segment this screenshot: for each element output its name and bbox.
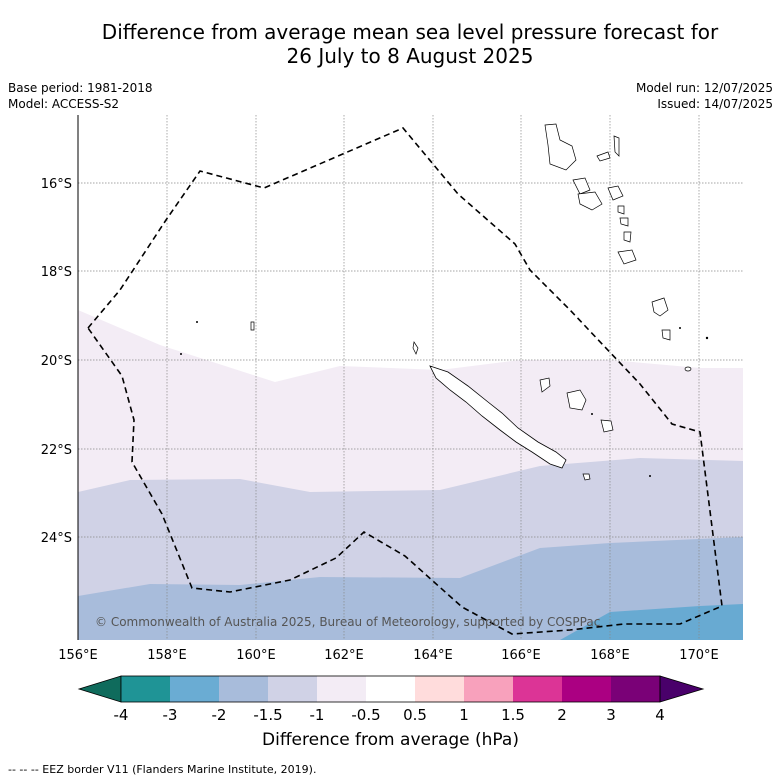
hunter-island xyxy=(661,329,671,341)
lon-tick-162: 162°E xyxy=(324,648,364,663)
eez-legend-note: -- -- -- EEZ border V11 (Flanders Marine… xyxy=(8,763,317,776)
cb-label-minus-2: -2 xyxy=(211,706,227,724)
issued-date: Issued: 14/07/2025 xyxy=(657,97,773,111)
colorbar-box-1 xyxy=(121,676,170,702)
colorbar-box-2 xyxy=(170,676,219,702)
cb-label-1: 1 xyxy=(459,706,469,724)
efate-island xyxy=(619,217,629,227)
small-reef-4 xyxy=(679,327,681,329)
epi-island xyxy=(607,185,624,201)
model-name: Model: ACCESS-S2 xyxy=(8,97,120,111)
erromango-island xyxy=(623,231,632,243)
lon-tick-158: 158°E xyxy=(147,648,187,663)
cb-label-minus-1: -1 xyxy=(309,706,325,724)
base-period: Base period: 1981-2018 xyxy=(8,81,153,95)
colorbar-box-4 xyxy=(268,676,317,702)
title-line-1: Difference from average mean sea level p… xyxy=(101,20,719,44)
cb-label-minus-3: -3 xyxy=(162,706,178,724)
cb-label-1-5: 1.5 xyxy=(501,706,525,724)
colorbar-box-5 xyxy=(317,676,366,702)
band-minus-1-5 xyxy=(78,537,743,640)
lon-tick-156: 156°E xyxy=(58,648,98,663)
latitude-tick-labels: 16°S 18°S 20°S 22°S 24°S xyxy=(41,177,72,546)
shepherd-islands xyxy=(617,205,625,215)
lat-tick-16: 16°S xyxy=(41,177,72,192)
lon-tick-160: 160°E xyxy=(236,648,276,663)
maewo-island xyxy=(613,135,620,157)
small-reef-6 xyxy=(591,413,593,415)
lat-tick-18: 18°S xyxy=(41,265,72,280)
colorbar-box-11 xyxy=(611,676,660,702)
espiritu-santo xyxy=(544,123,577,171)
malakula-island xyxy=(572,177,591,195)
title-line-2: 26 July to 8 August 2025 xyxy=(286,44,534,68)
colorbar-extend-high xyxy=(659,675,705,703)
colorbar xyxy=(77,675,705,703)
lat-tick-24: 24°S xyxy=(41,531,72,546)
small-reef-5 xyxy=(649,475,651,477)
small-reef-1 xyxy=(196,321,198,323)
colorbar-extend-low xyxy=(77,675,122,703)
colorbar-box-8 xyxy=(464,676,513,702)
colorbar-box-3 xyxy=(219,676,268,702)
new-caledonia-coastline xyxy=(429,365,567,469)
cb-label-4: 4 xyxy=(655,706,665,724)
cb-label-0-5: 0.5 xyxy=(403,706,427,724)
colorbar-box-9 xyxy=(513,676,562,702)
cb-label-2: 2 xyxy=(557,706,567,724)
mare-island xyxy=(600,419,614,433)
lon-tick-166: 166°E xyxy=(501,648,541,663)
copyright-notice: © Commonwealth of Australia 2025, Bureau… xyxy=(95,615,600,629)
cb-label-minus-1-5: -1.5 xyxy=(253,706,283,724)
colorbar-box-6 xyxy=(366,676,415,702)
tanna-island xyxy=(617,249,637,265)
cb-label-3: 3 xyxy=(606,706,616,724)
lat-tick-20: 20°S xyxy=(41,354,72,369)
ouvea-island xyxy=(539,377,551,393)
longitude-tick-labels: 156°E 158°E 160°E 162°E 164°E 166°E 168°… xyxy=(58,648,719,663)
chesterfield-island xyxy=(250,321,255,331)
small-island-east xyxy=(684,366,692,372)
lon-tick-168: 168°E xyxy=(590,648,630,663)
isle-of-pines xyxy=(582,473,591,481)
colorbar-box-7 xyxy=(415,676,464,702)
lifou-island xyxy=(566,389,587,411)
gridlines xyxy=(78,115,743,640)
cb-label-minus-4: -4 xyxy=(113,706,129,724)
model-run: Model run: 12/07/2025 xyxy=(635,81,773,95)
small-reef-2 xyxy=(180,353,182,355)
lon-tick-164: 164°E xyxy=(413,648,453,663)
pentecost-island xyxy=(577,191,603,211)
colorbar-title: Difference from average (hPa) xyxy=(262,730,519,750)
small-reef-3 xyxy=(705,336,709,340)
band-minus-2 xyxy=(560,604,743,640)
eez-border xyxy=(87,127,723,635)
belep-islands xyxy=(412,341,419,355)
lon-tick-170: 170°E xyxy=(679,648,719,663)
cb-label-minus-0-5: -0.5 xyxy=(351,706,381,724)
ambae-island xyxy=(596,151,611,162)
matthew-island xyxy=(651,297,669,317)
colorbar-box-10 xyxy=(562,676,611,702)
lat-tick-22: 22°S xyxy=(41,443,72,458)
